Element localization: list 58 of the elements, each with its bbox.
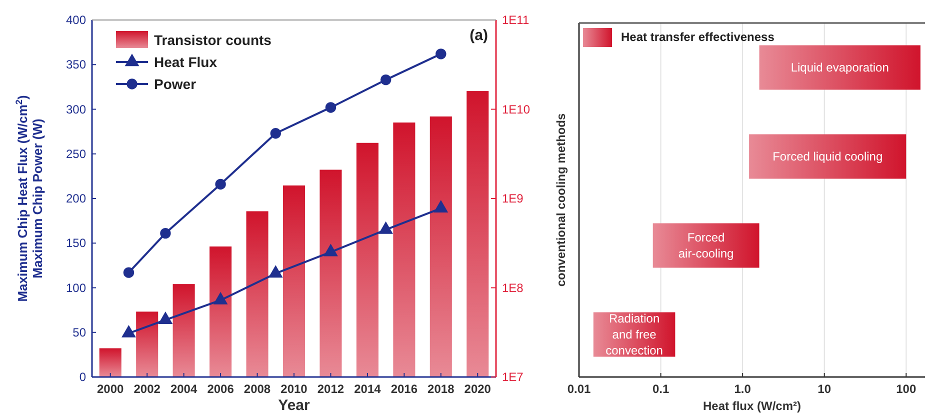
- x-axis-title: Heat flux (W/cm²): [702, 399, 802, 413]
- y-tick-label: Forced air-cooling: [678, 230, 734, 260]
- point: [324, 244, 338, 256]
- point: [380, 74, 392, 86]
- x-tick-label: 2014: [354, 382, 382, 396]
- y-tick-label: 300: [66, 102, 86, 116]
- y-tick-label: 350: [66, 58, 86, 72]
- bar: [759, 45, 920, 90]
- point: [160, 228, 171, 239]
- y-tick-label: Radiation and free convection: [606, 312, 663, 358]
- x-tick-label: 2006: [207, 382, 234, 396]
- y-tick-label: Forced liquid cooling: [772, 150, 883, 164]
- y-tick-label: 100: [66, 280, 86, 295]
- x-tick-label: 1.0: [734, 382, 752, 396]
- x-tick-label: 2016: [390, 382, 418, 396]
- point: [215, 178, 226, 190]
- y-tick-label: 250: [66, 146, 86, 161]
- y2-tick-label: 1E10: [502, 102, 530, 116]
- x-tick-label: 0.1: [652, 382, 670, 396]
- y-tick-label: 50: [72, 325, 86, 340]
- legend-label: Transistor counts: [154, 32, 272, 48]
- x-axis-title: Year: [278, 397, 310, 414]
- point: [122, 324, 136, 338]
- point: [325, 102, 336, 113]
- point: [213, 292, 228, 304]
- x-tick-label: 2018: [428, 382, 455, 396]
- legend-label: Heat transfer effectiveness: [621, 30, 775, 44]
- x-tick-label: 2012: [317, 382, 344, 396]
- y-tick-label: 200: [66, 192, 86, 206]
- point: [158, 312, 173, 324]
- bar: [749, 134, 906, 179]
- legend-label: Heat Flux: [154, 54, 218, 70]
- x-tick-label: 2004: [170, 382, 198, 396]
- x-tick-label: 2000: [97, 382, 124, 396]
- point: [268, 265, 283, 278]
- point: [270, 128, 281, 139]
- point: [436, 48, 446, 60]
- y-tick-label: Liquid evaporation: [790, 60, 889, 74]
- point: [434, 200, 448, 212]
- x-tick-label: 2002: [134, 382, 161, 396]
- point: [378, 221, 394, 234]
- x-tick-label: 2020: [464, 382, 492, 396]
- legend-label: Power: [154, 76, 197, 92]
- x-tick-label: 0.01: [567, 382, 591, 396]
- y2-tick-label: 1E8: [502, 280, 524, 295]
- bar: [652, 223, 760, 268]
- x-tick-label: 2010: [280, 382, 308, 396]
- y-axis-title: conventional cooling methods: [554, 113, 568, 287]
- y-tick-label: 400: [66, 13, 86, 27]
- x-tick-label: 100: [896, 382, 916, 396]
- y-tick-label: 150: [66, 236, 86, 250]
- annotation: (a): [470, 27, 488, 44]
- y-tick-label: 0: [79, 370, 86, 384]
- y2-tick-label: 1E7: [502, 370, 524, 384]
- y2-tick-label: 1E11: [502, 13, 530, 27]
- x-tick-label: 10: [818, 382, 832, 396]
- x-tick-label: 2008: [244, 382, 271, 396]
- y2-tick-label: 1E9: [502, 192, 524, 206]
